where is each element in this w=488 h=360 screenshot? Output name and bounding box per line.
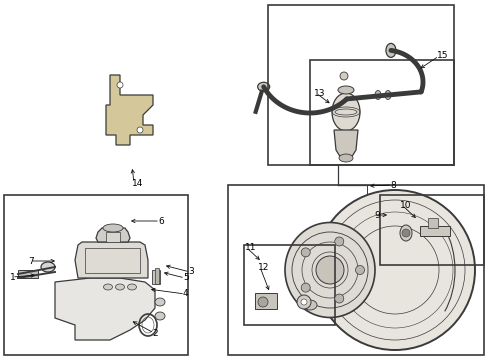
- Ellipse shape: [385, 44, 395, 57]
- Polygon shape: [75, 242, 148, 278]
- Polygon shape: [333, 130, 357, 158]
- Ellipse shape: [103, 284, 112, 290]
- Bar: [267, 5, 453, 165]
- Polygon shape: [55, 278, 155, 340]
- Circle shape: [334, 294, 343, 303]
- Polygon shape: [96, 228, 130, 242]
- Bar: [419, 226, 449, 236]
- Circle shape: [334, 237, 343, 246]
- Bar: [85, 248, 140, 273]
- Ellipse shape: [103, 224, 123, 232]
- Text: 14: 14: [132, 179, 143, 188]
- Text: 6: 6: [158, 216, 163, 225]
- Polygon shape: [106, 75, 153, 145]
- Text: 12: 12: [258, 262, 269, 271]
- Circle shape: [401, 229, 409, 237]
- Ellipse shape: [374, 90, 380, 99]
- Bar: [309, 60, 453, 165]
- Ellipse shape: [155, 312, 164, 320]
- Circle shape: [117, 82, 123, 88]
- Ellipse shape: [285, 222, 374, 318]
- Text: 5: 5: [183, 274, 188, 283]
- Circle shape: [314, 190, 474, 350]
- Bar: [244, 245, 334, 325]
- Ellipse shape: [257, 82, 269, 91]
- Text: 11: 11: [244, 243, 256, 252]
- Ellipse shape: [115, 284, 124, 290]
- Bar: [106, 232, 120, 242]
- Circle shape: [339, 72, 347, 80]
- Ellipse shape: [258, 297, 267, 307]
- Circle shape: [301, 248, 309, 257]
- Circle shape: [355, 266, 364, 274]
- Ellipse shape: [127, 284, 136, 290]
- Ellipse shape: [301, 299, 306, 305]
- Text: 2: 2: [152, 328, 157, 338]
- Bar: [155, 268, 159, 284]
- Text: 3: 3: [187, 267, 193, 276]
- Ellipse shape: [155, 298, 164, 306]
- Ellipse shape: [41, 262, 55, 272]
- Text: 7: 7: [28, 256, 34, 266]
- Text: 13: 13: [313, 89, 325, 98]
- Bar: [227, 185, 483, 355]
- Ellipse shape: [296, 295, 310, 309]
- Text: 9: 9: [373, 211, 379, 220]
- Ellipse shape: [331, 93, 359, 131]
- Circle shape: [137, 127, 142, 133]
- Ellipse shape: [384, 90, 390, 99]
- Text: 1: 1: [10, 273, 16, 282]
- Text: 8: 8: [389, 180, 395, 189]
- Bar: [18, 270, 38, 278]
- Bar: [152, 270, 160, 284]
- Bar: [379, 195, 483, 265]
- Ellipse shape: [337, 86, 353, 94]
- Ellipse shape: [338, 154, 352, 162]
- Bar: [254, 293, 276, 309]
- Text: 4: 4: [183, 289, 188, 298]
- Ellipse shape: [303, 300, 316, 310]
- Circle shape: [315, 256, 343, 284]
- Circle shape: [301, 283, 309, 292]
- Bar: [427, 218, 437, 228]
- Ellipse shape: [399, 225, 411, 241]
- Text: 10: 10: [399, 201, 411, 210]
- Text: 15: 15: [436, 51, 447, 60]
- Bar: [4, 195, 187, 355]
